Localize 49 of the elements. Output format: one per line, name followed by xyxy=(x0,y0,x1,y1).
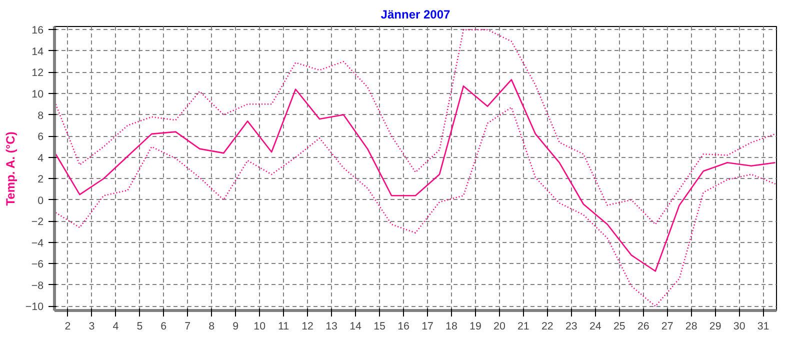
y-tick-label: −6 xyxy=(31,258,44,271)
y-tick-label: 10 xyxy=(32,88,44,101)
x-tick-label: 23 xyxy=(565,320,578,332)
x-tick-label: 25 xyxy=(613,320,626,332)
x-tick-label: 6 xyxy=(160,320,167,332)
x-tick-label: 8 xyxy=(208,320,215,332)
x-tick-label: 17 xyxy=(422,320,434,332)
line-series xyxy=(55,79,776,272)
y-tick-label: 4 xyxy=(38,152,44,164)
y-tick-label: 14 xyxy=(32,46,44,58)
y-tick-label: −8 xyxy=(31,280,44,292)
line-series xyxy=(55,29,776,225)
chart-title: Jänner 2007 xyxy=(380,8,451,22)
x-tick-label: 7 xyxy=(184,320,191,332)
x-tick-label: 3 xyxy=(88,320,95,332)
x-tick-label: 9 xyxy=(232,320,239,332)
y-tick-label: −10 xyxy=(25,301,44,314)
x-tick-label: 27 xyxy=(661,320,674,332)
y-axis-title: Temp. A. (°C) xyxy=(3,132,18,206)
x-tick-label: 21 xyxy=(518,320,530,332)
y-tick-label: 0 xyxy=(38,194,44,207)
x-tick-label: 26 xyxy=(637,320,650,332)
y-tick-label: −2 xyxy=(31,216,44,228)
x-tick-label: 4 xyxy=(112,320,119,332)
x-tick-label: 31 xyxy=(757,320,770,332)
y-tick-label: 6 xyxy=(38,131,44,144)
x-tick-label: 24 xyxy=(589,320,602,332)
y-tick-label: 2 xyxy=(38,174,44,186)
x-tick-label: 11 xyxy=(278,320,290,332)
line-series xyxy=(55,106,776,307)
x-tick-label: 16 xyxy=(398,320,410,332)
y-tick-label: 16 xyxy=(32,24,44,37)
y-tick-label: 8 xyxy=(38,110,44,122)
x-tick-label: 19 xyxy=(470,320,482,332)
x-tick-label: 14 xyxy=(350,320,362,332)
x-tick-label: 2 xyxy=(64,320,71,332)
y-tick-label: −4 xyxy=(31,237,44,250)
x-tick-label: 5 xyxy=(136,320,143,332)
x-tick-label: 12 xyxy=(302,320,314,332)
x-tick-label: 22 xyxy=(542,320,554,332)
x-tick-label: 30 xyxy=(733,320,746,332)
x-tick-label: 13 xyxy=(326,320,338,332)
x-tick-label: 10 xyxy=(254,320,266,332)
x-tick-label: 28 xyxy=(685,320,698,332)
x-tick-label: 18 xyxy=(446,320,458,332)
x-tick-label: 15 xyxy=(374,320,386,332)
x-tick-label: 20 xyxy=(494,320,506,332)
y-tick-label: 12 xyxy=(32,67,44,80)
x-tick-label: 29 xyxy=(709,320,722,332)
